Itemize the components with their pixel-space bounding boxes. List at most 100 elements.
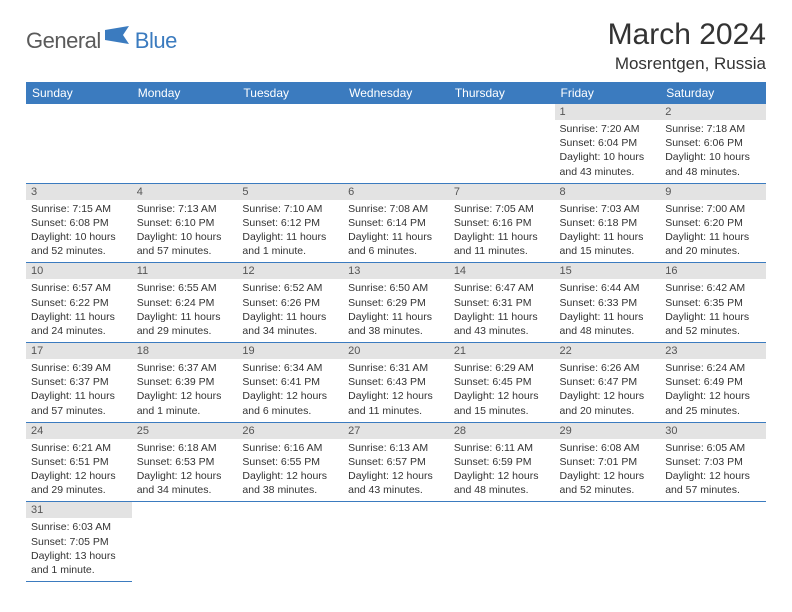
sunset-text: Sunset: 6:06 PM: [665, 136, 761, 150]
calendar-cell: 8Sunrise: 7:03 AMSunset: 6:18 PMDaylight…: [555, 183, 661, 263]
calendar-cell: 2Sunrise: 7:18 AMSunset: 6:06 PMDaylight…: [660, 104, 766, 183]
daylight-text: Daylight: 12 hours and 48 minutes.: [454, 469, 550, 497]
sunset-text: Sunset: 6:04 PM: [560, 136, 656, 150]
daylight-text: Daylight: 10 hours and 57 minutes.: [137, 230, 233, 258]
daylight-text: Daylight: 11 hours and 48 minutes.: [560, 310, 656, 338]
calendar-cell: [660, 502, 766, 582]
day-content: Sunrise: 7:03 AMSunset: 6:18 PMDaylight:…: [555, 200, 661, 263]
calendar-cell: [237, 104, 343, 183]
daylight-text: Daylight: 11 hours and 15 minutes.: [560, 230, 656, 258]
sunset-text: Sunset: 6:43 PM: [348, 375, 444, 389]
day-number: 14: [449, 263, 555, 279]
day-number: 28: [449, 423, 555, 439]
daylight-text: Daylight: 11 hours and 20 minutes.: [665, 230, 761, 258]
sunset-text: Sunset: 6:59 PM: [454, 455, 550, 469]
day-content: Sunrise: 6:55 AMSunset: 6:24 PMDaylight:…: [132, 279, 238, 342]
sunset-text: Sunset: 6:10 PM: [137, 216, 233, 230]
sunrise-text: Sunrise: 6:18 AM: [137, 441, 233, 455]
calendar-cell: 3Sunrise: 7:15 AMSunset: 6:08 PMDaylight…: [26, 183, 132, 263]
sunset-text: Sunset: 7:03 PM: [665, 455, 761, 469]
daylight-text: Daylight: 11 hours and 43 minutes.: [454, 310, 550, 338]
day-number: 15: [555, 263, 661, 279]
sunset-text: Sunset: 6:45 PM: [454, 375, 550, 389]
sunset-text: Sunset: 6:35 PM: [665, 296, 761, 310]
calendar-cell: [449, 104, 555, 183]
day-number: 13: [343, 263, 449, 279]
day-number: 22: [555, 343, 661, 359]
calendar-cell: 14Sunrise: 6:47 AMSunset: 6:31 PMDayligh…: [449, 263, 555, 343]
calendar-cell: 29Sunrise: 6:08 AMSunset: 7:01 PMDayligh…: [555, 422, 661, 502]
calendar-cell: 16Sunrise: 6:42 AMSunset: 6:35 PMDayligh…: [660, 263, 766, 343]
sunset-text: Sunset: 6:39 PM: [137, 375, 233, 389]
day-number: 21: [449, 343, 555, 359]
calendar-cell: 11Sunrise: 6:55 AMSunset: 6:24 PMDayligh…: [132, 263, 238, 343]
logo-text-blue: Blue: [109, 28, 177, 54]
sunset-text: Sunset: 6:55 PM: [242, 455, 338, 469]
day-number: 23: [660, 343, 766, 359]
calendar-cell: 27Sunrise: 6:13 AMSunset: 6:57 PMDayligh…: [343, 422, 449, 502]
sunrise-text: Sunrise: 6:13 AM: [348, 441, 444, 455]
sunrise-text: Sunrise: 6:21 AM: [31, 441, 127, 455]
sunrise-text: Sunrise: 7:00 AM: [665, 202, 761, 216]
sunset-text: Sunset: 6:41 PM: [242, 375, 338, 389]
calendar-cell: 17Sunrise: 6:39 AMSunset: 6:37 PMDayligh…: [26, 343, 132, 423]
sunrise-text: Sunrise: 6:50 AM: [348, 281, 444, 295]
dow-header: Saturday: [660, 82, 766, 104]
sunset-text: Sunset: 6:26 PM: [242, 296, 338, 310]
day-content: Sunrise: 7:00 AMSunset: 6:20 PMDaylight:…: [660, 200, 766, 263]
daylight-text: Daylight: 12 hours and 43 minutes.: [348, 469, 444, 497]
daylight-text: Daylight: 12 hours and 52 minutes.: [560, 469, 656, 497]
day-number: 16: [660, 263, 766, 279]
day-content: Sunrise: 6:21 AMSunset: 6:51 PMDaylight:…: [26, 439, 132, 502]
day-number: 18: [132, 343, 238, 359]
sunset-text: Sunset: 7:01 PM: [560, 455, 656, 469]
day-number: 19: [237, 343, 343, 359]
sunset-text: Sunset: 7:05 PM: [31, 535, 127, 549]
sunset-text: Sunset: 6:08 PM: [31, 216, 127, 230]
daylight-text: Daylight: 11 hours and 1 minute.: [242, 230, 338, 258]
calendar-cell: 18Sunrise: 6:37 AMSunset: 6:39 PMDayligh…: [132, 343, 238, 423]
sunset-text: Sunset: 6:53 PM: [137, 455, 233, 469]
calendar-cell: [132, 502, 238, 582]
sunset-text: Sunset: 6:57 PM: [348, 455, 444, 469]
sunrise-text: Sunrise: 7:08 AM: [348, 202, 444, 216]
day-content: Sunrise: 7:10 AMSunset: 6:12 PMDaylight:…: [237, 200, 343, 263]
title-block: March 2024 Mosrentgen, Russia: [608, 18, 766, 74]
day-content: Sunrise: 6:26 AMSunset: 6:47 PMDaylight:…: [555, 359, 661, 422]
day-content: Sunrise: 6:05 AMSunset: 7:03 PMDaylight:…: [660, 439, 766, 502]
sunrise-text: Sunrise: 6:08 AM: [560, 441, 656, 455]
daylight-text: Daylight: 11 hours and 38 minutes.: [348, 310, 444, 338]
sunrise-text: Sunrise: 6:26 AM: [560, 361, 656, 375]
day-number: 8: [555, 184, 661, 200]
day-content: Sunrise: 6:08 AMSunset: 7:01 PMDaylight:…: [555, 439, 661, 502]
sunrise-text: Sunrise: 6:37 AM: [137, 361, 233, 375]
dow-header: Thursday: [449, 82, 555, 104]
calendar-cell: 9Sunrise: 7:00 AMSunset: 6:20 PMDaylight…: [660, 183, 766, 263]
day-number: 24: [26, 423, 132, 439]
daylight-text: Daylight: 11 hours and 24 minutes.: [31, 310, 127, 338]
day-content: Sunrise: 7:18 AMSunset: 6:06 PMDaylight:…: [660, 120, 766, 183]
calendar-cell: 12Sunrise: 6:52 AMSunset: 6:26 PMDayligh…: [237, 263, 343, 343]
sunrise-text: Sunrise: 6:52 AM: [242, 281, 338, 295]
calendar-cell: 20Sunrise: 6:31 AMSunset: 6:43 PMDayligh…: [343, 343, 449, 423]
day-content: Sunrise: 7:08 AMSunset: 6:14 PMDaylight:…: [343, 200, 449, 263]
daylight-text: Daylight: 11 hours and 52 minutes.: [665, 310, 761, 338]
sunset-text: Sunset: 6:51 PM: [31, 455, 127, 469]
day-number: 9: [660, 184, 766, 200]
day-number: 7: [449, 184, 555, 200]
sunrise-text: Sunrise: 6:39 AM: [31, 361, 127, 375]
daylight-text: Daylight: 13 hours and 1 minute.: [31, 549, 127, 577]
calendar-cell: 19Sunrise: 6:34 AMSunset: 6:41 PMDayligh…: [237, 343, 343, 423]
sunrise-text: Sunrise: 6:31 AM: [348, 361, 444, 375]
day-number: 3: [26, 184, 132, 200]
day-content: Sunrise: 6:11 AMSunset: 6:59 PMDaylight:…: [449, 439, 555, 502]
calendar-table: SundayMondayTuesdayWednesdayThursdayFrid…: [26, 82, 766, 582]
calendar-cell: 21Sunrise: 6:29 AMSunset: 6:45 PMDayligh…: [449, 343, 555, 423]
day-content: Sunrise: 6:03 AMSunset: 7:05 PMDaylight:…: [26, 518, 132, 581]
day-content: Sunrise: 7:15 AMSunset: 6:08 PMDaylight:…: [26, 200, 132, 263]
calendar-cell: 4Sunrise: 7:13 AMSunset: 6:10 PMDaylight…: [132, 183, 238, 263]
calendar-cell: 5Sunrise: 7:10 AMSunset: 6:12 PMDaylight…: [237, 183, 343, 263]
daylight-text: Daylight: 10 hours and 52 minutes.: [31, 230, 127, 258]
day-number: 6: [343, 184, 449, 200]
sunrise-text: Sunrise: 7:10 AM: [242, 202, 338, 216]
